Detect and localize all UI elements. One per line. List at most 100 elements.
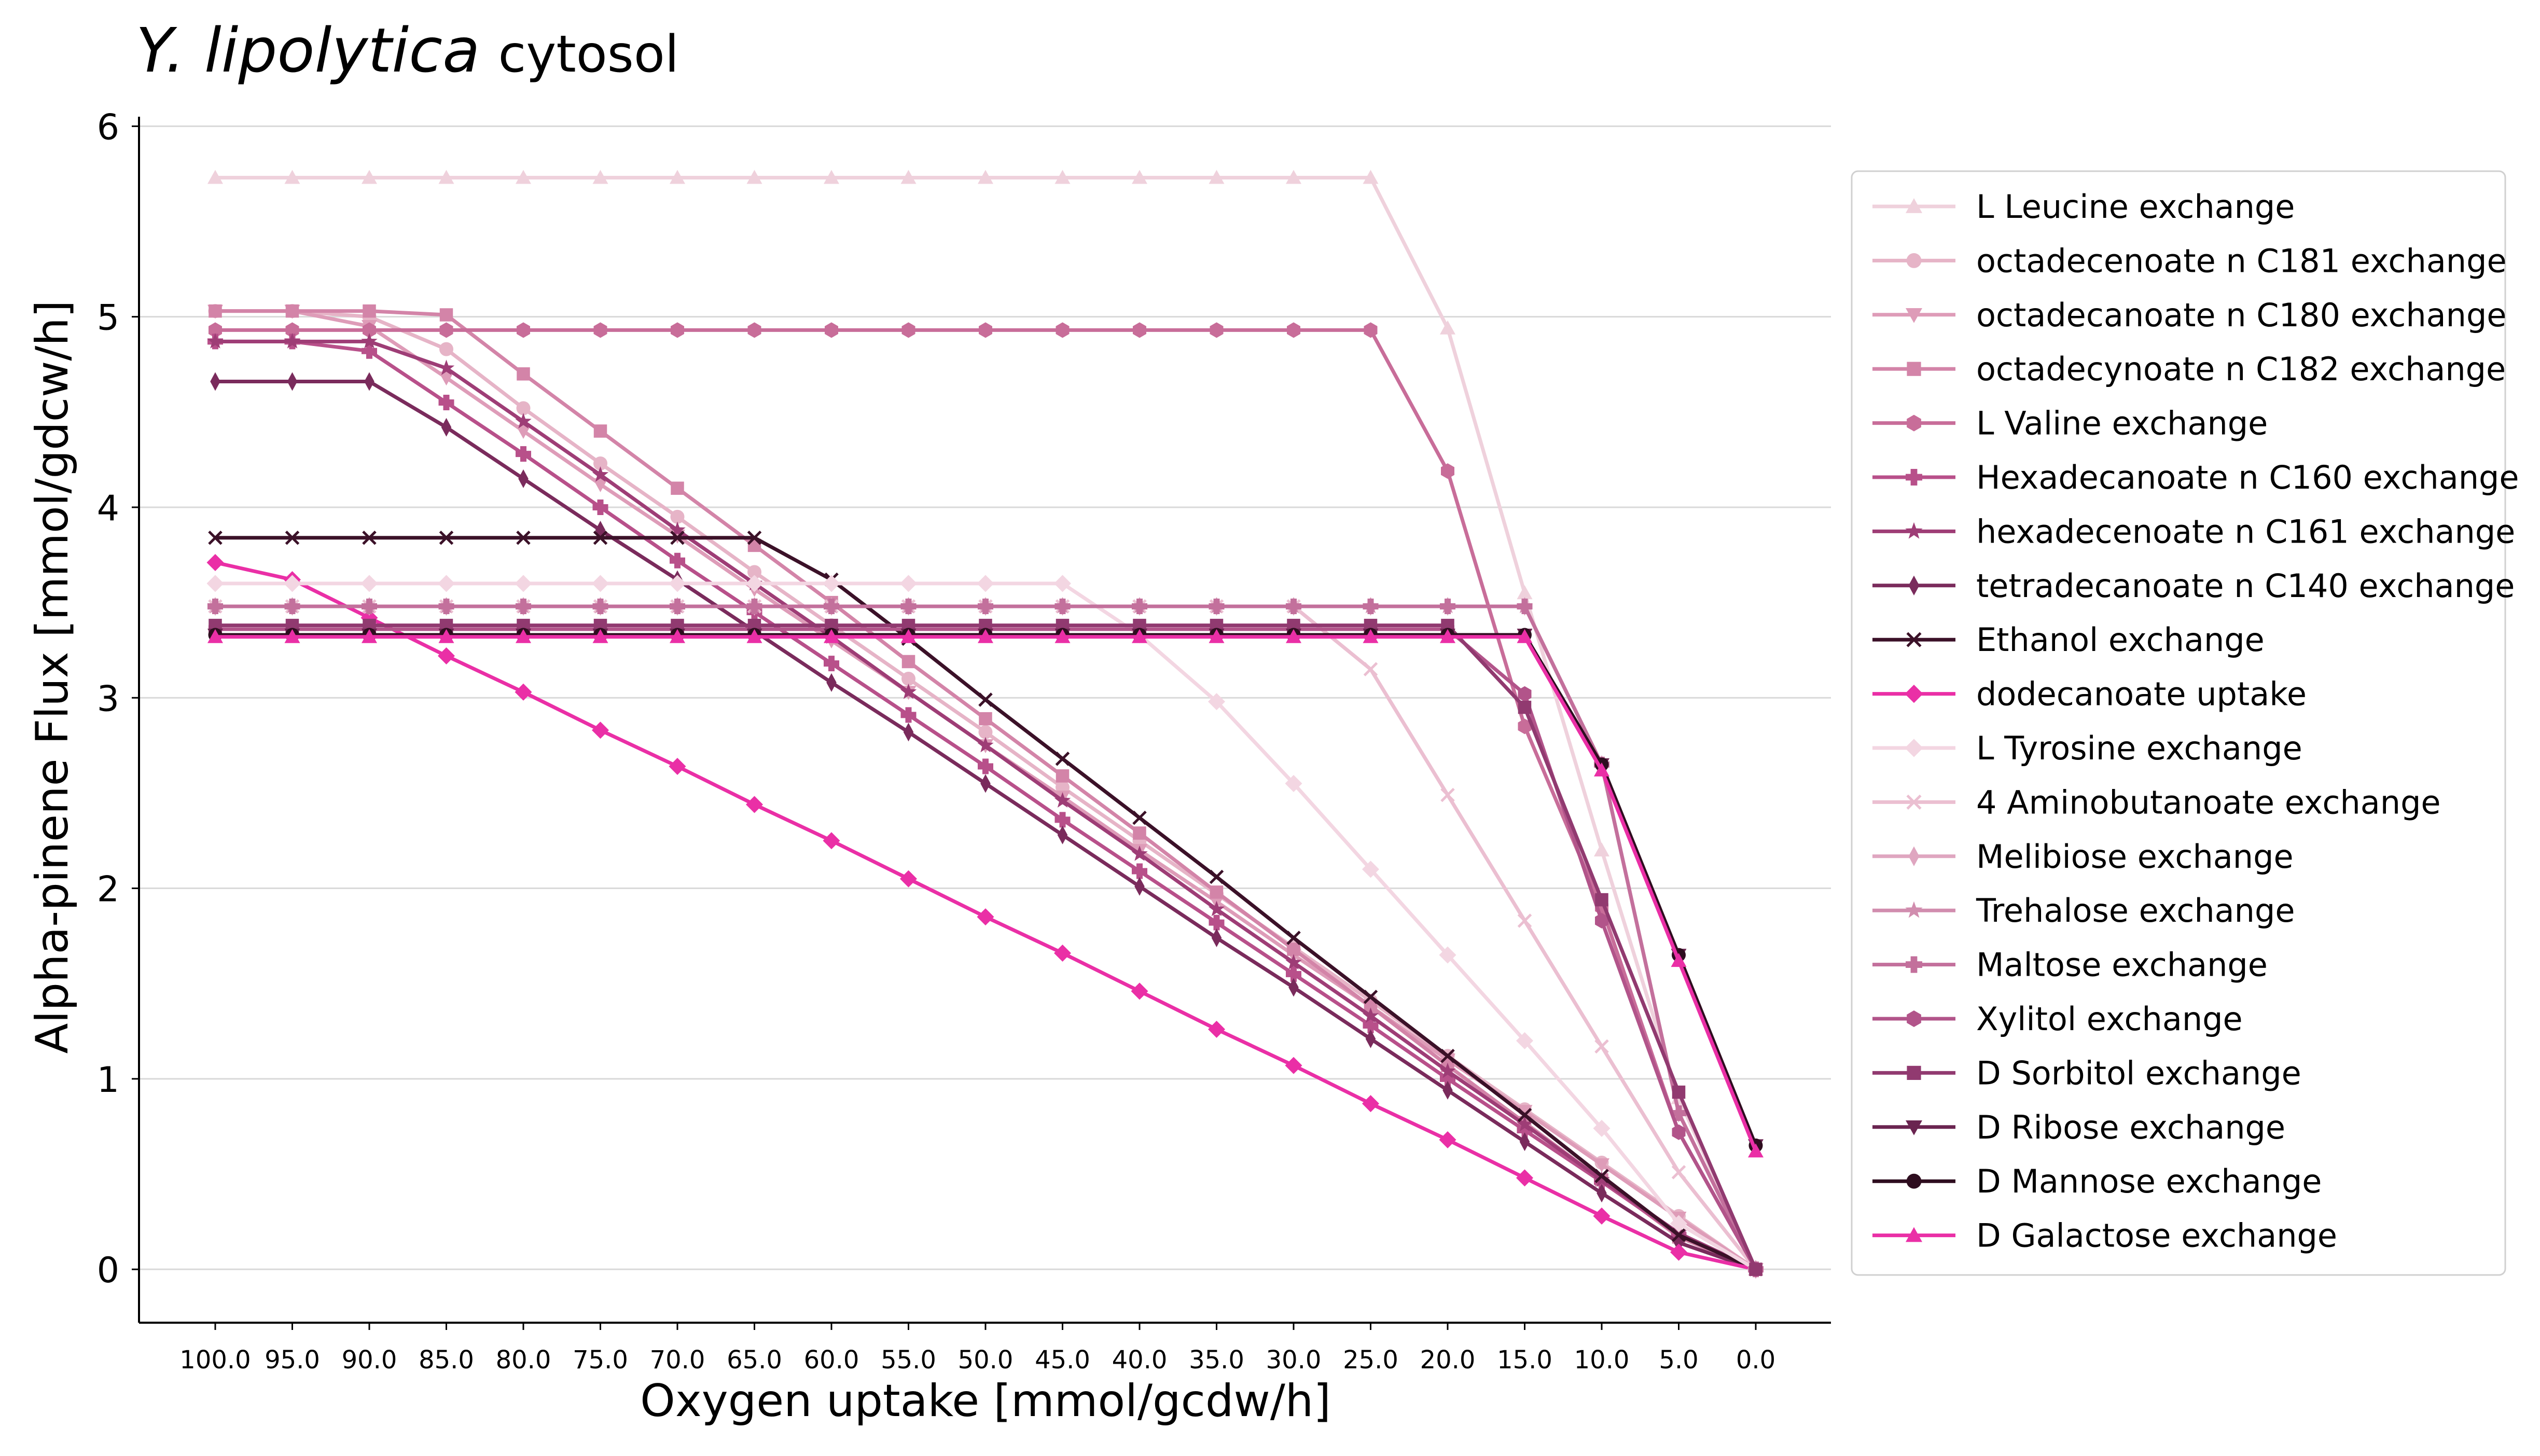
data-point [978, 598, 993, 614]
legend-label: Hexadecanoate n C160 exchange [1976, 459, 2519, 496]
data-point [1906, 308, 1922, 323]
x-tick-label: 70.0 [650, 1346, 705, 1375]
data-point [1671, 1105, 1687, 1121]
data-point [670, 170, 685, 184]
data-point [1131, 845, 1148, 861]
data-point [438, 371, 454, 386]
data-point [209, 304, 222, 318]
x-tick-label: 25.0 [1343, 1346, 1398, 1375]
legend-item: Melibiose exchange [1872, 838, 2294, 876]
legend-label: octadecanoate n C180 exchange [1976, 296, 2506, 334]
data-point [900, 870, 917, 888]
data-point [1362, 861, 1379, 878]
data-point [1594, 1039, 1609, 1054]
data-point [1906, 794, 1922, 810]
legend-label: Xylitol exchange [1976, 1000, 2243, 1038]
data-point [362, 629, 377, 643]
data-point [1671, 953, 1687, 967]
x-tick-label: 60.0 [804, 1346, 859, 1375]
series-1 [207, 170, 1764, 1276]
data-point [824, 629, 839, 643]
legend-item: L Tyrosine exchange [1872, 729, 2302, 767]
data-point [1133, 826, 1146, 840]
x-tick-label: 35.0 [1189, 1346, 1244, 1375]
data-point [287, 372, 298, 391]
data-point [1906, 1227, 1922, 1242]
data-point [284, 598, 300, 614]
data-point [671, 481, 684, 495]
data-point [1132, 598, 1147, 614]
data-point [1054, 944, 1071, 962]
data-point [1518, 718, 1532, 734]
y-tick-label: 2 [97, 869, 119, 910]
data-point [747, 530, 762, 545]
data-point [1132, 810, 1147, 825]
x-tick-label: 10.0 [1574, 1346, 1630, 1375]
legend-item: octadecanoate n C180 exchange [1872, 296, 2506, 334]
data-point [824, 656, 839, 672]
data-point [592, 499, 608, 515]
data-point [517, 367, 530, 381]
data-point [1516, 1032, 1533, 1049]
data-point [900, 629, 917, 643]
data-point [1593, 1171, 1610, 1187]
data-point [1517, 913, 1532, 928]
legend-label: Maltose exchange [1976, 946, 2268, 984]
data-point [1209, 869, 1224, 884]
data-point [670, 629, 685, 643]
data-point [1907, 1010, 1921, 1027]
data-point [1208, 693, 1225, 711]
data-point [824, 170, 839, 184]
data-point [1209, 629, 1225, 643]
data-point [670, 552, 685, 568]
data-point [1439, 946, 1456, 964]
legend-label: Melibiose exchange [1976, 838, 2294, 876]
series-11 [206, 575, 1765, 1278]
data-point [1593, 1119, 1611, 1137]
data-point [669, 757, 686, 775]
x-tick-label: 95.0 [265, 1346, 320, 1375]
data-point [1441, 463, 1454, 479]
data-point [979, 712, 992, 726]
data-point [1440, 1049, 1455, 1063]
data-point [980, 774, 991, 793]
data-point [978, 692, 993, 707]
data-point [362, 343, 377, 359]
data-point [1054, 170, 1071, 184]
data-point [1364, 322, 1378, 338]
x-tick-label: 45.0 [1035, 1346, 1090, 1375]
data-point [1285, 775, 1302, 793]
data-point [1363, 629, 1379, 643]
data-point [671, 322, 684, 338]
y-tick-label: 6 [97, 107, 119, 148]
data-point [1286, 170, 1301, 184]
data-point [901, 322, 915, 338]
data-point [206, 553, 224, 571]
data-point [1208, 900, 1225, 917]
data-point [1208, 1020, 1225, 1038]
series-6 [207, 334, 1764, 1278]
data-point [516, 598, 531, 614]
data-point [1671, 1228, 1686, 1242]
data-point [1440, 787, 1455, 802]
data-point [1440, 320, 1455, 335]
data-point [1132, 629, 1147, 643]
legend-label: tetradecanoate n C140 exchange [1976, 567, 2515, 605]
data-point [284, 575, 301, 592]
data-point [1906, 253, 1922, 268]
data-point [1211, 928, 1222, 948]
data-point [360, 575, 378, 592]
data-point [1363, 990, 1378, 1004]
data-point [438, 598, 454, 614]
data-point [515, 575, 532, 592]
data-point [363, 322, 376, 338]
data-point [592, 575, 609, 592]
data-point [438, 647, 455, 664]
data-point [516, 401, 531, 415]
legend-label: Ethanol exchange [1976, 621, 2265, 659]
data-point [1056, 769, 1070, 783]
data-point [209, 322, 222, 338]
data-point [516, 170, 531, 184]
data-point [1285, 1057, 1302, 1074]
data-point [592, 722, 609, 739]
